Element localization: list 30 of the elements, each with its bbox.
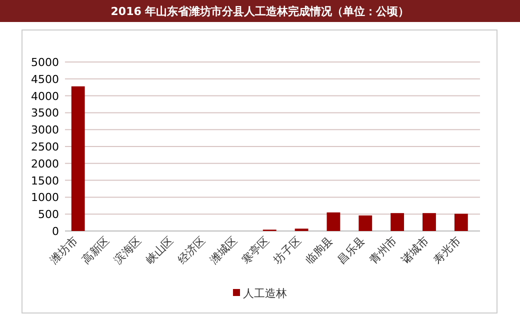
y-tick-label: 5000 xyxy=(31,56,59,69)
x-tick-label: 潍城区 xyxy=(207,234,240,266)
x-tick-label: 滨海区 xyxy=(112,234,144,266)
x-tick-label: 寒亭区 xyxy=(239,234,272,266)
y-tick-label: 2500 xyxy=(31,140,59,154)
x-tick-label: 峡山区 xyxy=(143,234,176,266)
bar xyxy=(358,215,372,231)
bar xyxy=(390,213,404,231)
y-tick-label: 2000 xyxy=(31,157,59,170)
y-tick-label: 1000 xyxy=(31,191,59,204)
bar xyxy=(71,86,85,231)
y-tick-label: 500 xyxy=(38,208,59,222)
bar xyxy=(422,213,436,231)
x-tick-label: 寿光市 xyxy=(430,234,464,266)
legend-label: 人工造林 xyxy=(243,287,287,300)
y-tick-label: 4500 xyxy=(31,72,59,86)
bar xyxy=(326,212,340,231)
x-tick-label: 昌乐县 xyxy=(334,234,368,266)
x-tick-label: 临朐县 xyxy=(303,234,336,266)
chart-title: 2016 年山东省潍坊市分县人工造林完成情况（单位：公顷） xyxy=(110,5,410,18)
x-tick-label: 诸城市 xyxy=(398,234,432,266)
x-tick-label: 高新区 xyxy=(80,234,112,266)
y-tick-label: 3000 xyxy=(31,124,59,137)
x-tick-label: 经济区 xyxy=(175,234,208,266)
y-tick-label: 1500 xyxy=(31,174,59,188)
x-tick-label: 坊子区 xyxy=(270,234,304,268)
bar xyxy=(454,214,468,231)
y-tick-label: 3500 xyxy=(31,106,59,120)
x-tick-label: 青州市 xyxy=(366,234,400,266)
y-tick-label: 4000 xyxy=(31,90,59,103)
